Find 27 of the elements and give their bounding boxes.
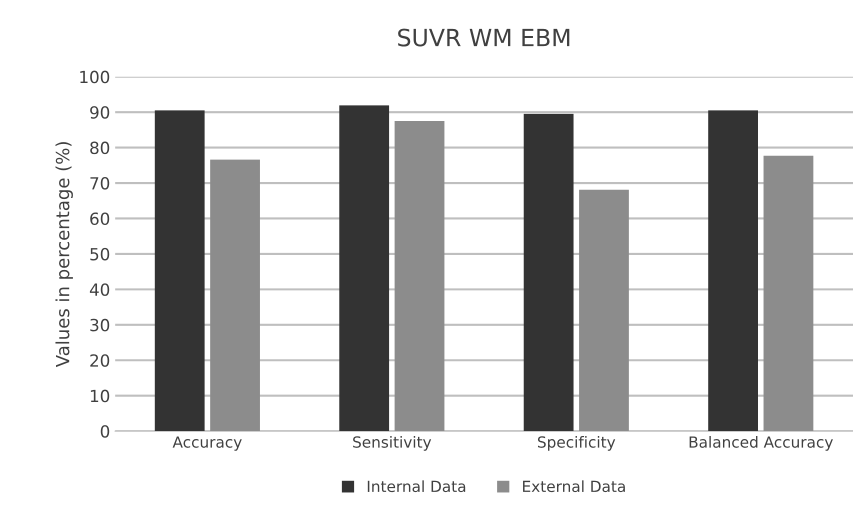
y-tick-label: 30 (90, 318, 110, 332)
y-tick-label: 20 (90, 354, 110, 367)
bar (708, 110, 758, 432)
legend-label: Internal Data (368, 480, 466, 492)
chart-title: SUVR WM EBM (398, 28, 570, 46)
y-tick-label: 90 (90, 106, 110, 119)
y-tick-label: 70 (90, 176, 110, 190)
y-axis-title: Values in percentage (%) (55, 142, 73, 368)
x-tick-label: Accuracy (172, 436, 242, 451)
legend-label: External Data (523, 480, 625, 492)
bar (394, 121, 444, 432)
y-tick-label: 80 (90, 142, 110, 154)
x-tick-label: Sensitivity (353, 436, 432, 451)
x-tick-label: Balanced Accuracy (690, 436, 833, 451)
y-tick-label: 100 (80, 70, 110, 84)
bar (210, 160, 260, 432)
y-tick-label: 40 (90, 283, 110, 296)
bar (339, 105, 390, 432)
x-tick-label: Specificity (538, 436, 616, 451)
bar (764, 156, 814, 432)
y-tick-label: 0 (100, 425, 110, 438)
bar (154, 110, 205, 432)
y-tick-label: 50 (90, 248, 110, 260)
y-tick-label: 60 (90, 212, 110, 226)
bar (524, 114, 574, 432)
bar (579, 190, 629, 432)
y-tick-label: 10 (90, 390, 110, 402)
